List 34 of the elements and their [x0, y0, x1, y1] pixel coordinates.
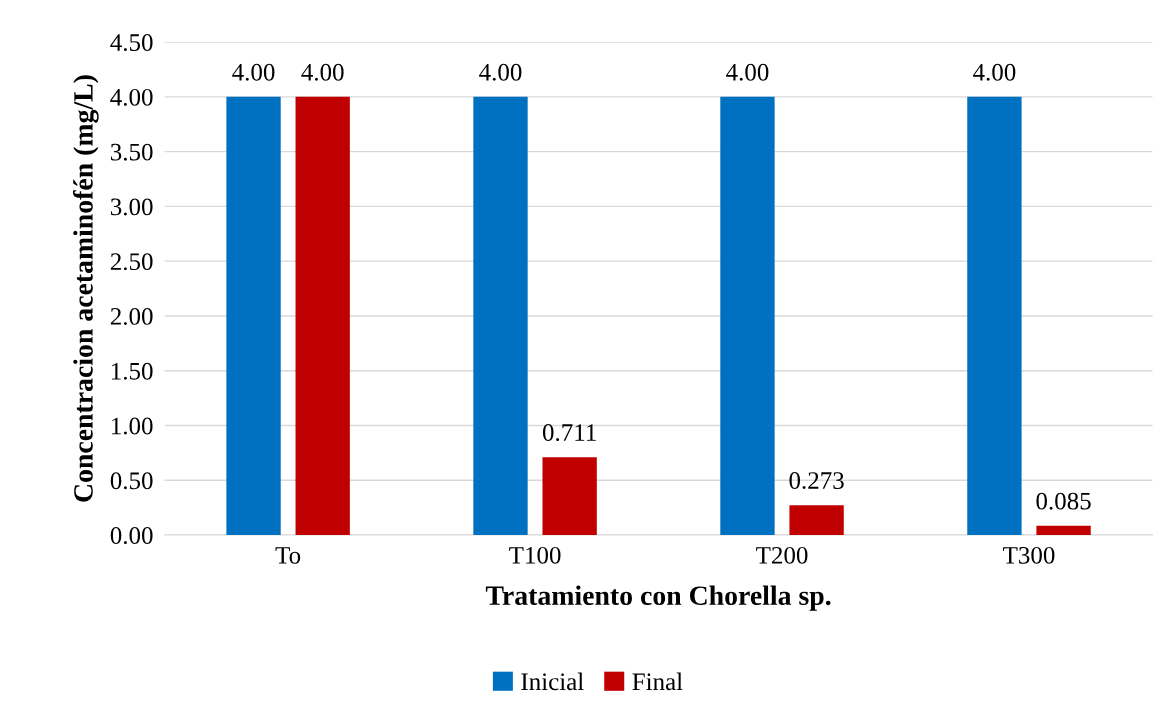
y-tick-label: 1.50 [111, 362, 153, 380]
bar [473, 96, 528, 536]
bar [226, 96, 281, 536]
bar [720, 96, 775, 536]
bar [967, 96, 1022, 536]
y-tick-label: 0.50 [110, 472, 153, 490]
y-tick-label: 1.00 [111, 417, 153, 435]
y-tick-label: 3.50 [110, 143, 153, 161]
y-tick-label: 4.50 [110, 34, 153, 52]
data-label: 4.00 [232, 63, 275, 81]
y-tick-label: 0.00 [110, 527, 153, 545]
data-label: 0.273 [789, 472, 844, 490]
legend-label: Inicial [521, 672, 584, 691]
data-label: 4.00 [301, 63, 344, 81]
bar [1036, 525, 1091, 536]
bar [295, 96, 350, 536]
data-label: 0.711 [542, 424, 596, 442]
x-axis-title: Tratamiento con Chorella sp. [485, 585, 831, 611]
data-label: 0.085 [1036, 492, 1091, 510]
data-label: 4.00 [726, 63, 769, 81]
bar [542, 457, 597, 536]
x-tick-label: T300 [1003, 546, 1055, 564]
legend-label: Final [632, 672, 683, 691]
y-tick-label: 4.00 [110, 88, 153, 106]
y-tick-label: 3.00 [110, 198, 153, 216]
x-tick-label: T200 [756, 546, 808, 564]
y-tick-label: 2.50 [110, 253, 153, 271]
bar [789, 505, 844, 536]
x-tick-label: To [275, 547, 301, 564]
y-axis-title: Concentracion acetaminofén (mg/L) [72, 75, 99, 502]
data-label: 4.00 [973, 63, 1016, 81]
x-tick-label: T100 [509, 546, 561, 564]
data-label: 4.00 [479, 63, 522, 81]
y-tick-label: 2.00 [110, 307, 153, 325]
